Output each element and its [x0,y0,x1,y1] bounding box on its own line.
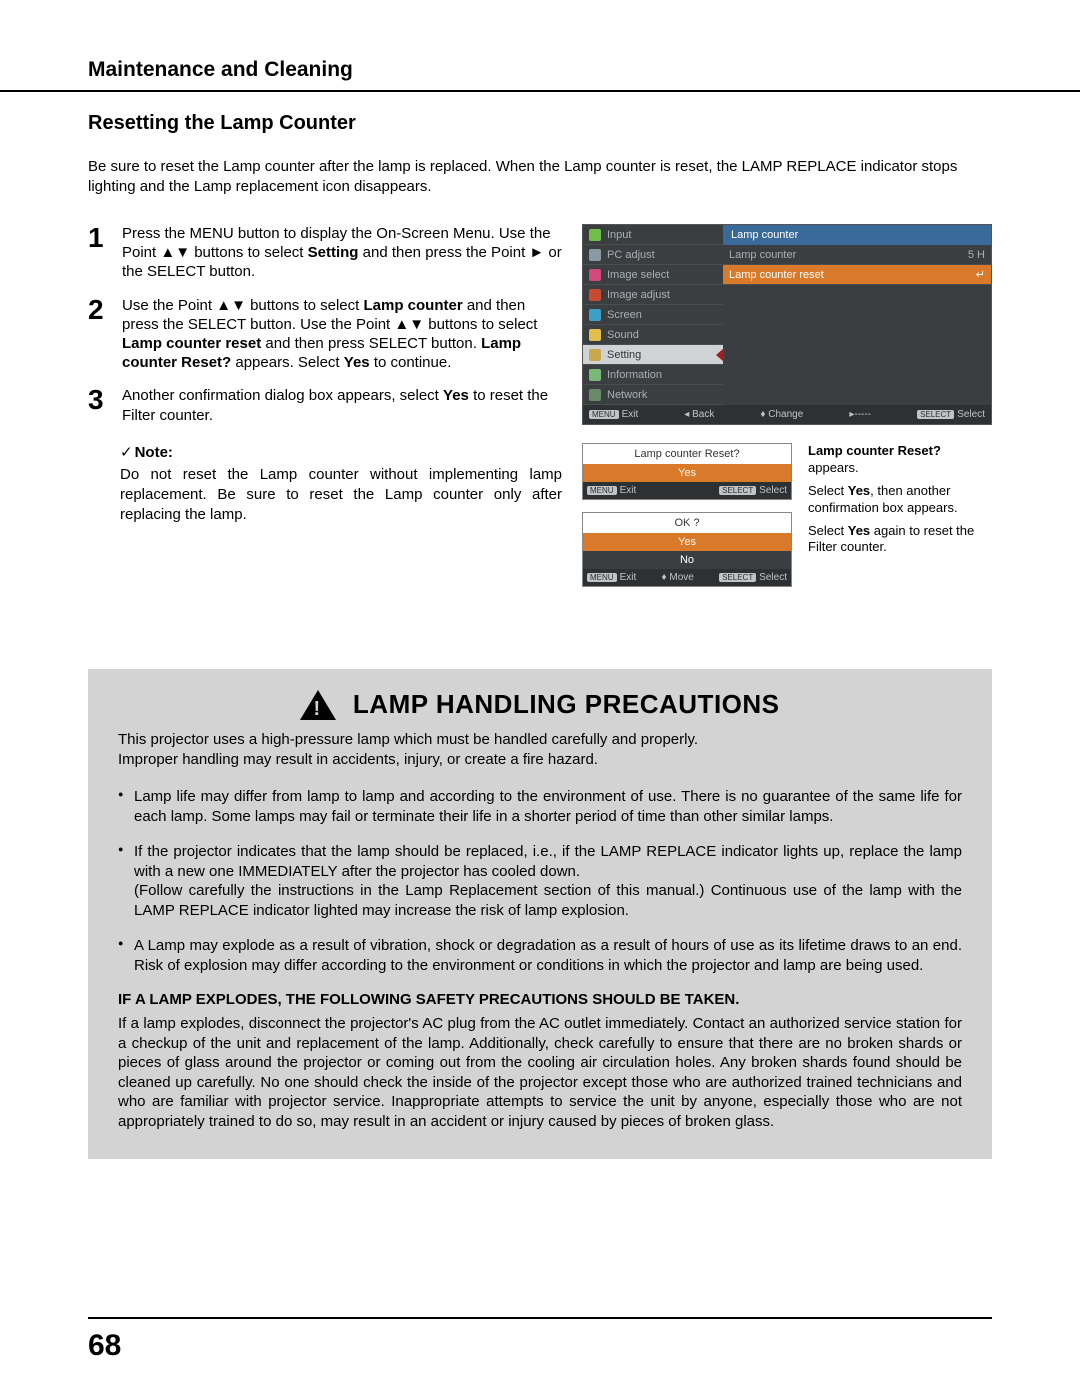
step-3: 3 Another confirmation dialog box appear… [88,386,562,424]
osd-left-item: Input [583,225,723,245]
dialog-foot-select: Select [759,572,787,583]
rule-bottom [88,1317,992,1319]
rule-top [0,90,1080,92]
osd-left-item: PC adjust [583,245,723,265]
osd-left-item: Network [583,385,723,405]
osd-left-item: Information [583,365,723,385]
osd-menu: InputPC adjustImage selectImage adjustSc… [582,224,992,425]
osd-column: InputPC adjustImage selectImage adjustSc… [582,224,992,599]
precautions-intro: This projector uses a high-pressure lamp… [118,730,962,769]
text: Another confirmation dialog box appears,… [122,387,443,404]
dialog-yes: Yes [583,533,791,551]
page-number: 68 [88,1329,992,1363]
bold: Yes [344,354,370,371]
dialog-title: OK ? [583,513,791,533]
intro-text: Be sure to reset the Lamp counter after … [88,157,992,196]
step-1: 1 Press the MENU button to display the O… [88,224,562,282]
step-body: Use the Point ▲▼ buttons to select Lamp … [122,296,562,373]
menu-badge: MENU [587,486,617,495]
osd-left-item: Setting [583,345,723,365]
dialog-foot-exit: Exit [620,572,637,583]
dialog-foot-exit: Exit [620,485,637,496]
text: to continue. [370,354,452,371]
dialog-foot-move: Move [669,572,693,583]
step-body: Press the MENU button to display the On-… [122,224,562,282]
osd-right-panel: Lamp counter Lamp counter5 HLamp counter… [723,225,991,405]
footer-select: Select [957,409,985,420]
dialog-reset: Lamp counter Reset? Yes MENUExit SELECTS… [582,443,792,500]
dialog-no: No [583,551,791,569]
osd-right-item: Lamp counter reset↵ [723,265,991,285]
precautions-paragraph: If a lamp explodes, disconnect the proje… [118,1014,962,1131]
text: Select [808,523,848,538]
bold: Yes [443,387,469,404]
bold: Lamp counter reset [122,335,261,352]
dialog-title: Lamp counter Reset? [583,444,791,464]
subsection-title: Resetting the Lamp Counter [88,112,992,135]
precautions-bullet: Lamp life may differ from lamp to lamp a… [118,787,962,826]
note-body: Do not reset the Lamp counter without im… [120,465,562,526]
steps-column: 1 Press the MENU button to display the O… [88,224,562,599]
osd-right-item: Lamp counter5 H [723,245,991,265]
osd-left-item: Sound [583,325,723,345]
precautions-bullet: If the projector indicates that the lamp… [118,842,962,920]
precautions-subheading: IF A LAMP EXPLODES, THE FOLLOWING SAFETY… [118,991,962,1008]
bold: Lamp counter Reset? [808,443,941,458]
dialog-ok: OK ? Yes No MENUExit ♦ Move SELECTSelect [582,512,792,587]
bold: Setting [308,244,359,261]
bold: Yes [848,523,870,538]
osd-footer: MENUExit ◂ Back ♦ Change ▸----- SELECTSe… [583,405,991,424]
text: Select [808,483,848,498]
osd-left-item: Screen [583,305,723,325]
footer-change: Change [768,409,803,420]
step-number: 3 [88,386,108,424]
menu-badge: MENU [589,410,619,419]
osd-left-list: InputPC adjustImage selectImage adjustSc… [583,225,723,405]
osd-left-item: Image select [583,265,723,285]
select-badge: SELECT [719,573,756,582]
dialog-stack: Lamp counter Reset? Yes MENUExit SELECTS… [582,443,792,599]
precautions-box: LAMP HANDLING PRECAUTIONS This projector… [88,669,992,1159]
step-2: 2 Use the Point ▲▼ buttons to select Lam… [88,296,562,373]
step-number: 1 [88,224,108,282]
precautions-title: LAMP HANDLING PRECAUTIONS [353,689,780,720]
dialog-yes: Yes [583,464,791,482]
section-header: Maintenance and Cleaning [88,58,992,82]
step-number: 2 [88,296,108,373]
precautions-list: Lamp life may differ from lamp to lamp a… [118,787,962,975]
note-heading: Note: [120,443,562,461]
select-badge: SELECT [719,486,756,495]
text: Use the Point ▲▼ buttons to select [122,297,363,314]
footer-exit: Exit [622,409,639,420]
footer-arrows: ▸----- [849,409,871,420]
footer-back: Back [692,409,714,420]
osd-left-item: Image adjust [583,285,723,305]
text: appears. Select [231,354,344,371]
step-body: Another confirmation dialog box appears,… [122,386,562,424]
dialog-foot-select: Select [759,485,787,496]
bold: Lamp counter [363,297,462,314]
bold: Yes [848,483,870,498]
select-badge: SELECT [917,410,954,419]
warning-icon [300,690,336,720]
precautions-bullet: A Lamp may explode as a result of vibrat… [118,936,962,975]
menu-badge: MENU [587,573,617,582]
note-block: Note: Do not reset the Lamp counter with… [120,443,562,526]
osd-right-header: Lamp counter [723,225,991,245]
side-note: Lamp counter Reset? appears. Select Yes,… [808,443,992,599]
text: appears. [808,460,859,475]
text: and then press SELECT button. [261,335,481,352]
